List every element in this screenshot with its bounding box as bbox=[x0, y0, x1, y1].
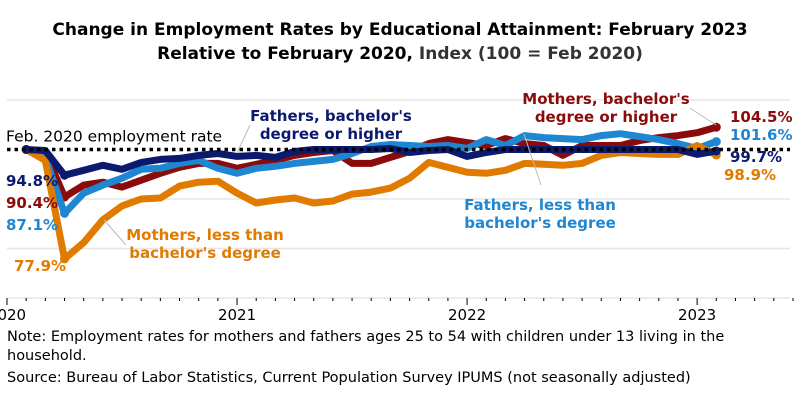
series-name-line1: Mothers, less than bbox=[126, 226, 284, 244]
trough-value-label: 90.4% bbox=[6, 194, 58, 212]
series-name-line2: degree or higher bbox=[535, 108, 678, 126]
label-leader-line bbox=[236, 124, 251, 154]
data-point bbox=[711, 122, 721, 132]
end-value-label: 104.5% bbox=[730, 108, 792, 126]
series-name-line2: bachelor's degree bbox=[129, 244, 281, 262]
data-point bbox=[60, 208, 70, 218]
series-name-line2: degree or higher bbox=[260, 125, 403, 143]
end-value-label: 99.7% bbox=[730, 148, 782, 166]
data-point bbox=[60, 254, 70, 264]
x-tick-label: 2023 bbox=[678, 306, 716, 324]
note-text-line2: household. bbox=[7, 348, 87, 364]
label-leader-line bbox=[103, 219, 127, 246]
end-value-label: 98.9% bbox=[724, 166, 776, 184]
end-value-label: 101.6% bbox=[730, 126, 792, 144]
series-name-line2: bachelor's degree bbox=[464, 214, 616, 232]
source-text: Source: Bureau of Labor Statistics, Curr… bbox=[7, 370, 691, 386]
chart-subtitle: Index (100 = Feb 2020) bbox=[419, 44, 643, 64]
series-line bbox=[22, 123, 720, 201]
x-tick-label: 2021 bbox=[218, 306, 256, 324]
note-text: Note: Employment rates for mothers and f… bbox=[7, 329, 725, 345]
series-line bbox=[22, 142, 720, 263]
reference-line-label: Feb. 2020 employment rate bbox=[6, 128, 222, 146]
series-name-line1: Fathers, bachelor's bbox=[250, 107, 412, 125]
series-name-label: Fathers, bachelor's degree or higher bbox=[250, 107, 412, 143]
trough-value-label: 77.9% bbox=[14, 257, 66, 275]
series-name-label: Fathers, less than bachelor's degree bbox=[464, 196, 616, 232]
data-point bbox=[711, 137, 721, 147]
x-tick-label: 2020 bbox=[0, 306, 26, 324]
chart-title-line2: Relative to February 2020, Index (100 = … bbox=[157, 44, 643, 64]
trough-value-label: 94.8% bbox=[6, 172, 58, 190]
trough-value-label: 87.1% bbox=[6, 216, 58, 234]
chart-title-line1: Change in Employment Rates by Educationa… bbox=[52, 20, 747, 40]
label-leader-line bbox=[523, 133, 542, 186]
series-name-line1: Fathers, less than bbox=[464, 196, 616, 214]
data-point bbox=[21, 145, 31, 154]
chart-title-line2a: Relative to February 2020, bbox=[157, 44, 413, 64]
series-name-label: Mothers, bachelor's degree or higher bbox=[522, 90, 690, 126]
x-tick-label: 2022 bbox=[448, 306, 486, 324]
data-point bbox=[60, 170, 70, 180]
label-leader-line bbox=[689, 107, 717, 126]
series-name-line1: Mothers, bachelor's bbox=[522, 90, 690, 108]
series-name-label: Mothers, less than bachelor's degree bbox=[126, 226, 284, 262]
